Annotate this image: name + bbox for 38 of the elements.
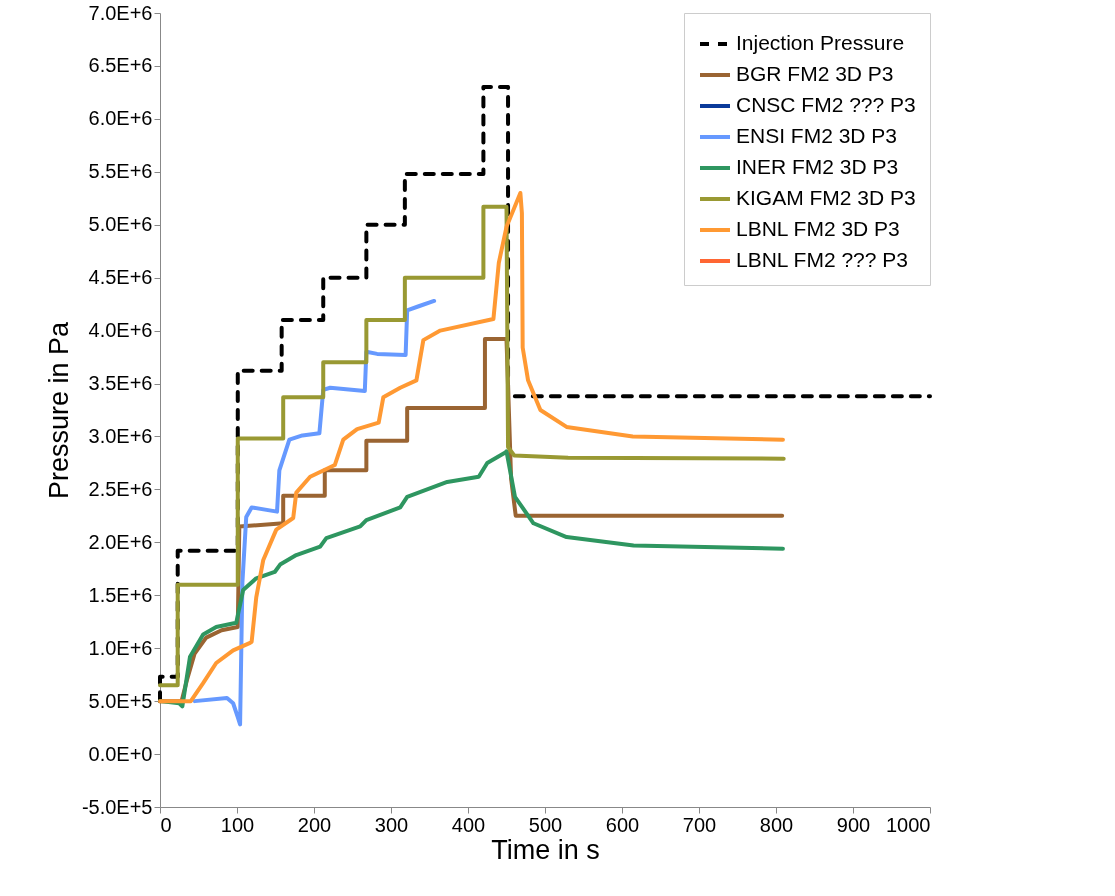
x-tick-label: 500	[528, 813, 563, 836]
y-tick-label: 2.5E+6	[88, 477, 153, 500]
x-tick-label: 200	[297, 813, 332, 836]
y-tick-label: 7.0E+6	[88, 1, 153, 24]
y-tick-label: 1.0E+6	[88, 636, 153, 659]
x-tick-label: 1000	[886, 813, 931, 836]
x-tick-label: 600	[605, 813, 640, 836]
x-tick-label: 800	[759, 813, 794, 836]
legend-label: INER FM2 3D P3	[736, 155, 899, 178]
x-axis-title: Time in s	[491, 834, 600, 865]
legend-label: LBNL FM2 ??? P3	[736, 248, 908, 271]
legend-label: KIGAM FM2 3D P3	[736, 186, 916, 209]
legend-label: BGR FM2 3D P3	[736, 62, 894, 85]
y-tick-label: 6.0E+6	[88, 107, 153, 130]
y-tick-label: 3.5E+6	[88, 372, 153, 395]
legend-label: Injection Pressure	[736, 31, 905, 54]
legend-label: ENSI FM2 3D P3	[736, 124, 898, 147]
x-tick-label: 300	[374, 813, 409, 836]
y-tick-label: 4.0E+6	[88, 319, 153, 342]
x-tick-label: 0	[160, 813, 172, 836]
y-tick-label: 5.0E+6	[88, 213, 153, 236]
y-tick-label: 6.5E+6	[88, 54, 153, 77]
y-tick-label: 1.5E+6	[88, 583, 153, 606]
y-tick-label: -5.0E+5	[81, 795, 153, 818]
x-tick-label: 100	[220, 813, 255, 836]
y-tick-label: 2.0E+6	[88, 530, 153, 553]
y-tick-label: 5.0E+5	[88, 689, 153, 712]
legend-label: LBNL FM2 3D P3	[736, 217, 900, 240]
legend-label: CNSC FM2 ??? P3	[736, 93, 916, 116]
x-tick-label: 400	[451, 813, 486, 836]
line-series	[192, 298, 437, 727]
y-tick-label: 0.0E+0	[88, 742, 153, 765]
y-tick-label: 4.5E+6	[88, 266, 153, 289]
y-tick-label: 3.0E+6	[88, 424, 153, 447]
y-axis-title: Pressure in Pa	[43, 320, 74, 500]
y-tick-label: 5.5E+6	[88, 160, 153, 183]
x-tick-label: 700	[682, 813, 717, 836]
x-tick-label: 900	[836, 813, 871, 836]
